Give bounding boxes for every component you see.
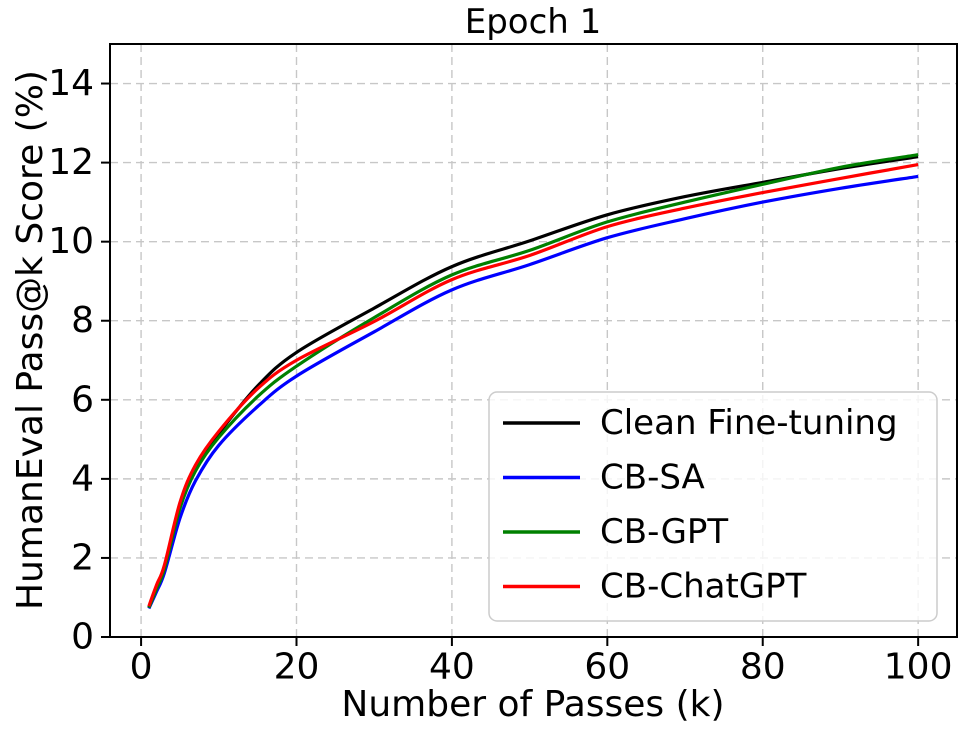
- x-tick-label: 60: [584, 647, 630, 688]
- y-tick-label: 4: [71, 458, 94, 499]
- legend-label: CB-SA: [600, 458, 705, 498]
- x-tick-label: 40: [429, 647, 475, 688]
- y-tick-label: 12: [48, 142, 94, 183]
- x-axis-label: Number of Passes (k): [341, 684, 724, 725]
- legend-label: CB-ChatGPT: [600, 567, 807, 607]
- series-layer: [147, 153, 919, 610]
- series-line-cb-sa: [147, 174, 919, 610]
- y-tick-label: 10: [48, 221, 94, 262]
- legend-box: [488, 391, 938, 622]
- y-tick-label: 2: [71, 537, 94, 578]
- x-tick-label: 0: [130, 647, 153, 688]
- chart-title: Epoch 1: [465, 2, 602, 42]
- x-tick-label: 80: [740, 647, 786, 688]
- legend-layer: Clean Fine-tuning CB-SA CB-GPT CB-ChatGPT: [488, 391, 938, 622]
- y-tick-label: 8: [71, 300, 94, 341]
- tick-label-layer: 0 20 40 60 80 100 0 2 4 6 8 10 12 14: [48, 63, 952, 688]
- y-tick-label: 14: [48, 63, 94, 104]
- y-tick-label: 6: [71, 379, 94, 420]
- y-tick-label: 0: [71, 617, 94, 658]
- y-axis-label: HumanEval Pass@k Score (%): [10, 70, 51, 610]
- legend-label: CB-GPT: [600, 512, 728, 552]
- legend-label: Clean Fine-tuning: [600, 403, 898, 443]
- tick-layer: [101, 82, 920, 646]
- x-tick-label: 20: [274, 647, 320, 688]
- series-line-cb-chatgpt: [147, 163, 919, 607]
- plot-frame: [109, 43, 958, 638]
- x-tick-label: 100: [884, 647, 953, 688]
